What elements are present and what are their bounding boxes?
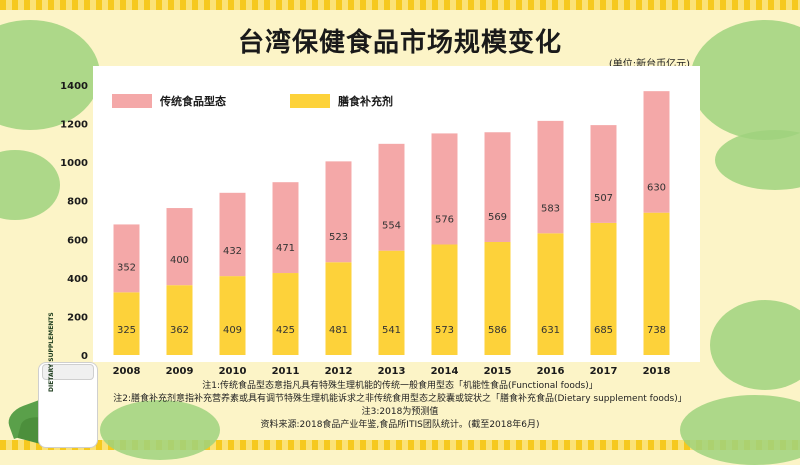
note-1: 注1:传统食品型态意指凡具有特殊生理机能的传统一般食用型态「机能性食品(Func… bbox=[202, 381, 598, 391]
y-tick-label: 0 bbox=[81, 351, 88, 362]
bar-segment-traditional bbox=[325, 161, 352, 263]
x-tick-label: 2013 bbox=[378, 366, 406, 377]
data-label-traditional: 583 bbox=[541, 203, 560, 214]
bar-segment-supplement bbox=[537, 233, 564, 355]
bar-segment-supplement bbox=[166, 285, 193, 355]
footnotes: 注1:传统食品型态意指凡具有特殊生理机能的传统一般食用型态「机能性食品(Func… bbox=[0, 380, 800, 432]
data-label-supplement: 685 bbox=[594, 325, 613, 336]
unit-label: (单位:新台币亿元) bbox=[608, 59, 690, 70]
bar-segment-supplement bbox=[325, 262, 352, 355]
bar-segment-traditional bbox=[378, 143, 405, 251]
data-label-supplement: 362 bbox=[170, 325, 189, 336]
x-tick-label: 2010 bbox=[219, 366, 247, 377]
bar-segment-supplement bbox=[113, 292, 140, 355]
data-label-traditional: 507 bbox=[594, 193, 613, 204]
decor-blob bbox=[710, 300, 800, 390]
x-tick-label: 2012 bbox=[325, 366, 353, 377]
data-label-traditional: 523 bbox=[329, 232, 348, 243]
y-tick-label: 600 bbox=[67, 235, 88, 246]
x-tick-label: 2016 bbox=[537, 366, 565, 377]
data-label-traditional: 471 bbox=[276, 243, 295, 254]
y-tick-label: 200 bbox=[67, 312, 88, 323]
legend-swatch-traditional bbox=[112, 94, 152, 108]
bar-segment-traditional bbox=[113, 224, 140, 293]
bar-segment-supplement bbox=[431, 244, 458, 355]
bar-segment-supplement bbox=[378, 250, 405, 355]
data-label-traditional: 432 bbox=[223, 246, 242, 257]
data-label-supplement: 325 bbox=[117, 325, 136, 336]
data-label-supplement: 409 bbox=[223, 325, 242, 336]
data-label-traditional: 554 bbox=[382, 221, 401, 232]
data-label-supplement: 541 bbox=[382, 325, 401, 336]
data-label-traditional: 630 bbox=[647, 183, 666, 194]
bar-segment-supplement bbox=[219, 276, 246, 355]
x-tick-label: 2017 bbox=[590, 366, 618, 377]
y-tick-label: 400 bbox=[67, 274, 88, 285]
bar-segment-traditional bbox=[537, 120, 564, 234]
bottom-border bbox=[0, 440, 800, 450]
bar-segment-traditional bbox=[643, 91, 670, 213]
data-label-supplement: 481 bbox=[329, 325, 348, 336]
bottle-label: DIETARY SUPPLEMENTS bbox=[48, 312, 55, 392]
bar-segment-supplement bbox=[643, 212, 670, 355]
bar-segment-traditional bbox=[590, 125, 617, 223]
data-label-supplement: 573 bbox=[435, 325, 454, 336]
source-note: 资料来源:2018食品产业年鉴,食品所ITIS团队统计。(截至2018年6月) bbox=[260, 420, 540, 430]
x-tick-label: 2018 bbox=[643, 366, 671, 377]
y-tick-label: 1200 bbox=[60, 120, 88, 131]
top-border bbox=[0, 0, 800, 10]
x-tick-label: 2009 bbox=[166, 366, 194, 377]
legend-swatch-supplement bbox=[290, 94, 330, 108]
data-label-traditional: 352 bbox=[117, 262, 136, 273]
data-label-supplement: 738 bbox=[647, 325, 666, 336]
y-tick-label: 800 bbox=[67, 197, 88, 208]
bar-segment-traditional bbox=[431, 133, 458, 245]
legend-label-supplement: 膳食补充剂 bbox=[337, 94, 393, 108]
bar-segment-traditional bbox=[484, 132, 511, 242]
bottle-cap bbox=[42, 364, 94, 380]
note-2: 注2:膳食补充剂意指补充营养素或具有调节特殊生理机能诉求之非传统食用型态之胶囊或… bbox=[113, 394, 687, 404]
bar-segment-traditional bbox=[166, 208, 193, 286]
bar-segment-supplement bbox=[484, 241, 511, 355]
data-label-traditional: 400 bbox=[170, 255, 189, 266]
note-3: 注3:2018为预测值 bbox=[361, 407, 439, 417]
y-tick-label: 1400 bbox=[60, 81, 88, 92]
bar-segment-traditional bbox=[219, 192, 246, 277]
data-label-supplement: 425 bbox=[276, 325, 295, 336]
data-label-traditional: 576 bbox=[435, 214, 454, 225]
bar-segment-traditional bbox=[272, 182, 299, 274]
x-tick-label: 2008 bbox=[113, 366, 141, 377]
bar-segment-supplement bbox=[590, 222, 617, 355]
x-tick-label: 2014 bbox=[431, 366, 459, 377]
decor-blob bbox=[690, 20, 800, 140]
data-label-traditional: 569 bbox=[488, 212, 507, 223]
data-label-supplement: 631 bbox=[541, 325, 560, 336]
page-title: 台湾保健食品市场规模变化 bbox=[237, 28, 562, 58]
y-tick-label: 1000 bbox=[60, 158, 88, 169]
x-tick-label: 2011 bbox=[272, 366, 300, 377]
legend-label-traditional: 传统食品型态 bbox=[159, 94, 226, 108]
x-tick-label: 2015 bbox=[484, 366, 512, 377]
data-label-supplement: 586 bbox=[488, 325, 507, 336]
bar-segment-supplement bbox=[272, 273, 299, 355]
stacked-bar-chart: 0 200 400 600 800 1000 1200 1400 325 352 2008 362 40… bbox=[60, 81, 671, 377]
